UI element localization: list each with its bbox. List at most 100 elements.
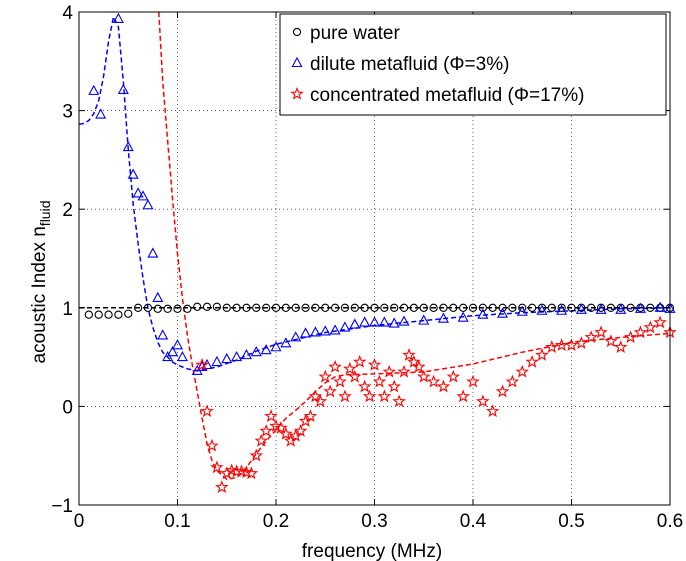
data-point xyxy=(594,325,608,339)
data-point xyxy=(437,312,449,323)
data-point xyxy=(429,303,438,312)
data-point xyxy=(412,359,426,373)
data-point xyxy=(352,354,367,368)
data-point xyxy=(516,305,528,316)
data-point xyxy=(222,303,231,312)
data-point xyxy=(323,384,337,398)
y-axis-label-main: acoustic Index n xyxy=(29,226,50,363)
data-point xyxy=(313,394,328,408)
data-point xyxy=(260,344,272,355)
data-point xyxy=(388,317,400,328)
data-point xyxy=(466,374,480,388)
data-point xyxy=(604,334,618,348)
data-point xyxy=(457,311,469,322)
data-point xyxy=(418,314,430,325)
data-point xyxy=(264,409,278,422)
data-point xyxy=(556,304,568,315)
data-point xyxy=(407,354,421,368)
data-point xyxy=(359,316,371,327)
data-point xyxy=(439,303,448,312)
data-point xyxy=(301,303,310,312)
data-point xyxy=(468,303,478,312)
data-point xyxy=(201,358,213,370)
data-point xyxy=(330,303,340,312)
y-tick-label: 4 xyxy=(62,3,73,24)
data-point xyxy=(508,303,517,312)
data-point xyxy=(547,303,556,312)
legend-box xyxy=(279,13,667,116)
data-point xyxy=(339,321,351,332)
data-point xyxy=(458,303,468,312)
data-point xyxy=(215,480,229,493)
data-point xyxy=(527,303,537,312)
data-point xyxy=(545,340,559,354)
y-axis-label-group: acoustic Index nfluid xyxy=(29,201,53,364)
data-point xyxy=(318,369,333,383)
data-point xyxy=(271,303,281,312)
data-point xyxy=(525,354,539,368)
x-tick-label: 0.2 xyxy=(263,511,289,532)
data-point xyxy=(357,379,372,393)
data-point xyxy=(104,310,113,319)
data-point xyxy=(293,424,308,437)
data-point xyxy=(587,303,596,312)
data-point xyxy=(390,303,399,312)
data-point xyxy=(311,303,320,312)
data-point xyxy=(350,303,359,312)
data-point xyxy=(333,374,347,388)
data-point xyxy=(309,326,321,337)
data-point xyxy=(537,303,547,312)
data-point xyxy=(397,364,411,378)
data-point xyxy=(252,303,261,312)
data-point xyxy=(370,303,379,312)
data-point xyxy=(321,303,330,312)
data-point xyxy=(426,374,441,388)
data-point xyxy=(281,303,290,312)
data-point xyxy=(308,389,323,403)
data-point xyxy=(219,466,234,480)
data-point xyxy=(117,83,129,94)
data-point xyxy=(377,389,392,403)
data-point xyxy=(163,304,172,313)
data-point xyxy=(378,316,390,327)
data-point xyxy=(279,426,293,440)
data-point xyxy=(249,448,263,462)
data-point xyxy=(250,346,262,357)
data-point xyxy=(574,336,589,349)
data-point xyxy=(456,389,470,403)
data-point xyxy=(564,338,579,351)
legend-label: dilute metafluid (Φ=3%) xyxy=(310,54,509,75)
data-point xyxy=(210,460,224,474)
data-point xyxy=(259,424,273,437)
data-point xyxy=(654,301,666,312)
data-point xyxy=(231,350,243,362)
data-point xyxy=(124,309,133,318)
data-point xyxy=(167,346,179,357)
data-point xyxy=(360,303,369,312)
data-point xyxy=(495,384,510,398)
data-point xyxy=(329,324,341,335)
y-tick-label: 0 xyxy=(62,397,73,418)
data-point xyxy=(536,304,548,315)
series-1 xyxy=(84,302,675,319)
x-tick-label: 0.1 xyxy=(164,511,190,532)
legend-label: concentrated metafluid (Φ=17%) xyxy=(310,85,584,106)
data-point xyxy=(132,187,144,198)
data-point xyxy=(362,389,377,403)
series-3 xyxy=(195,315,677,493)
data-point xyxy=(221,352,233,364)
data-point xyxy=(173,304,182,313)
data-point xyxy=(488,303,497,312)
data-point xyxy=(303,409,318,422)
x-tick-label: 0.3 xyxy=(361,511,387,532)
data-point xyxy=(193,302,202,311)
data-point xyxy=(212,302,222,311)
data-point xyxy=(498,303,507,312)
data-point xyxy=(477,308,489,319)
data-point xyxy=(291,303,300,312)
data-point xyxy=(409,303,419,312)
data-point xyxy=(436,379,451,393)
data-point xyxy=(399,303,409,312)
data-point xyxy=(162,350,174,362)
data-point xyxy=(261,303,271,312)
